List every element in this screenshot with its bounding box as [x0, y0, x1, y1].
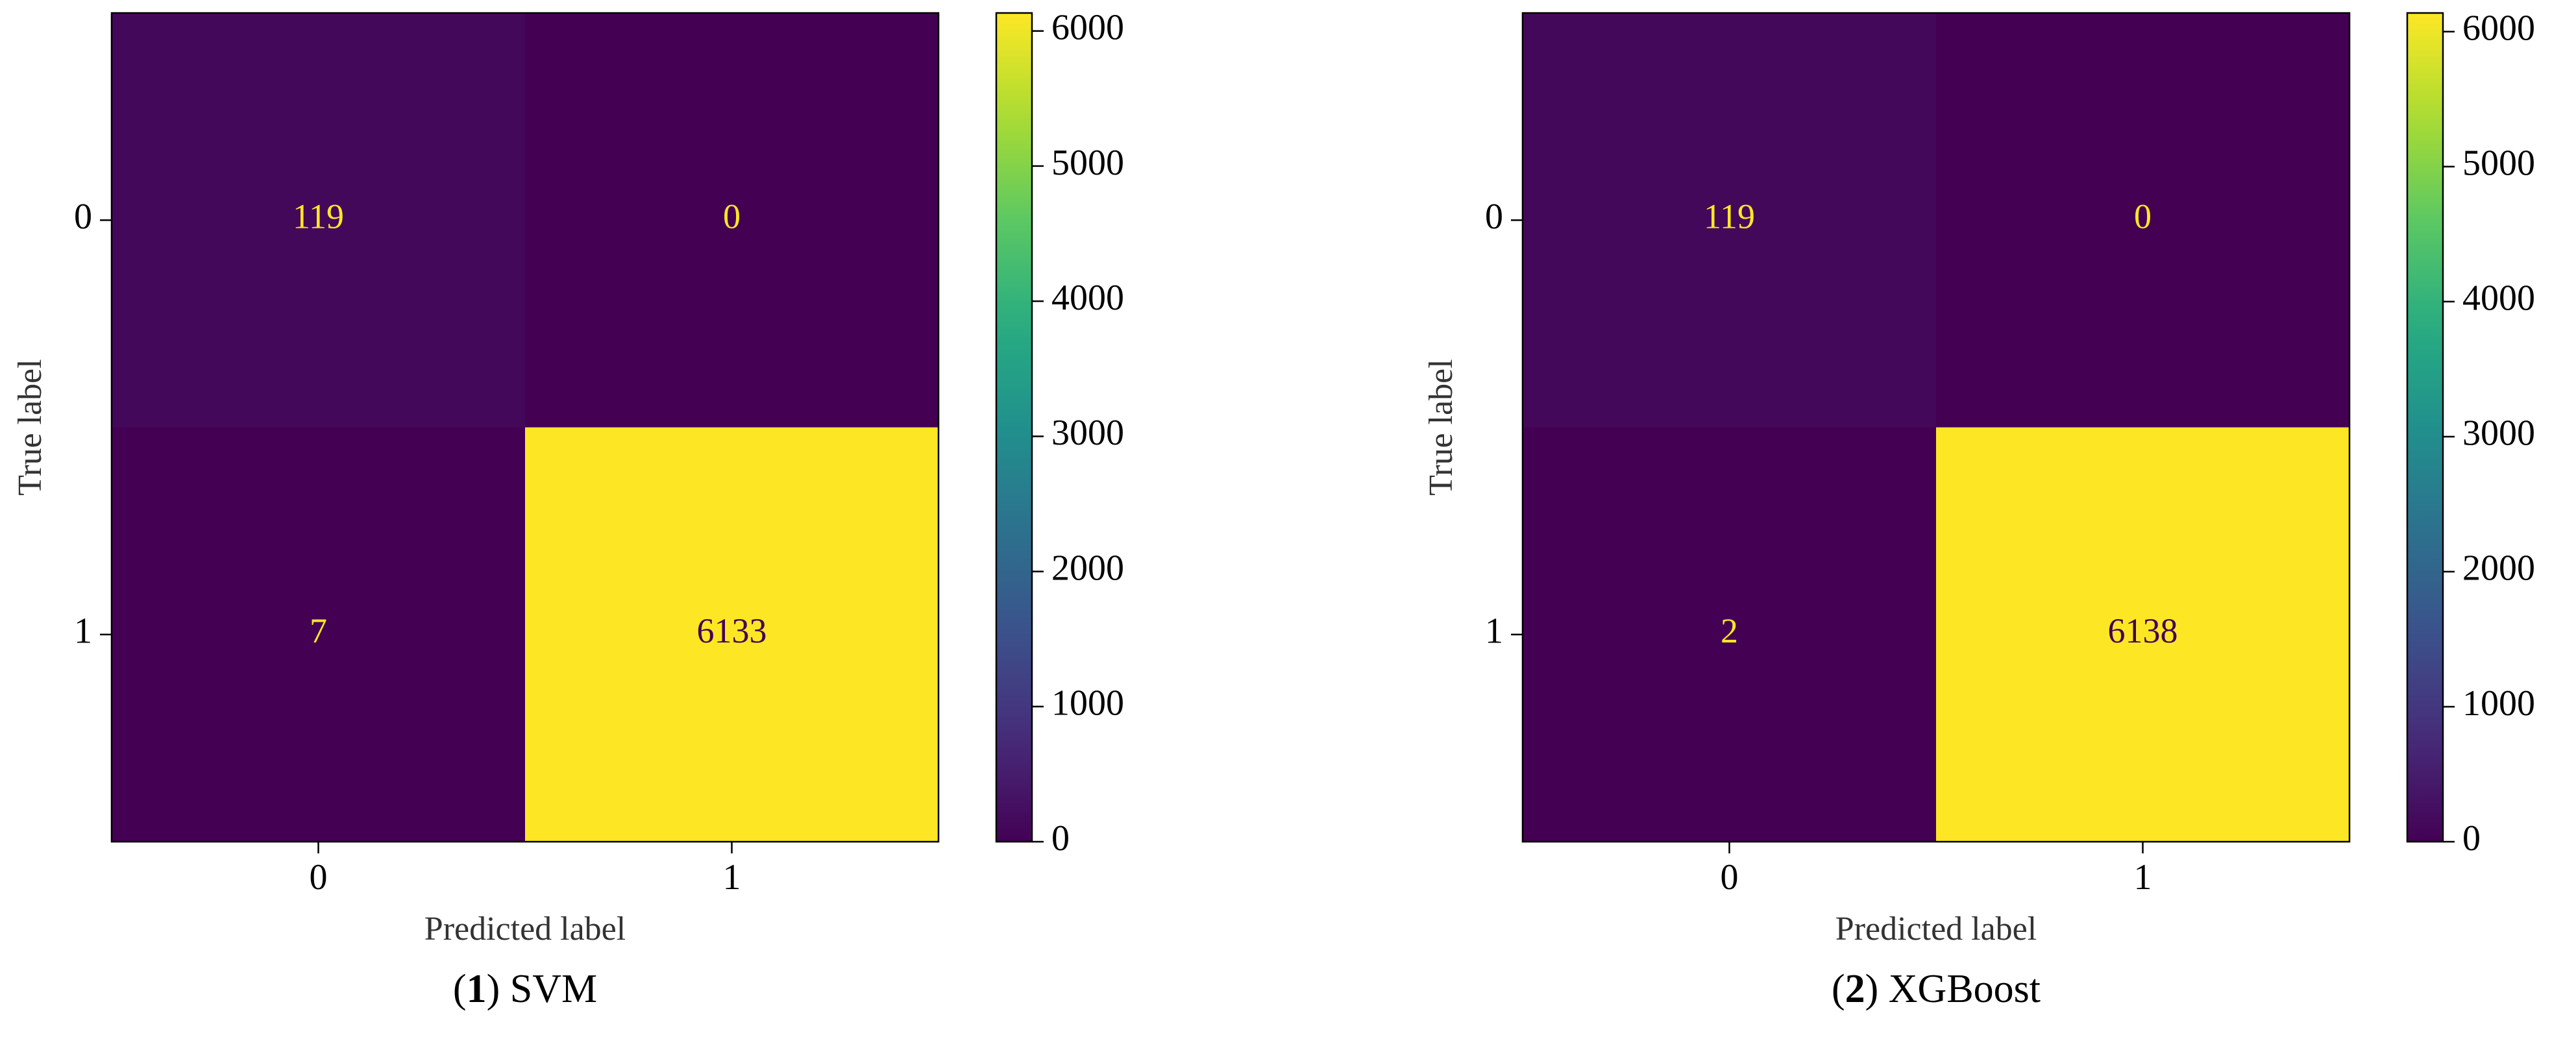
colorbar-tick-label: 5000 [2462, 143, 2535, 184]
colorbar-tick-label: 4000 [2462, 278, 2535, 319]
x-axis-label: Predicted label [424, 911, 626, 947]
x-tick-label: 1 [2134, 857, 2152, 898]
colorbar-tick-label: 0 [1051, 818, 1070, 859]
colorbar-tick-label: 1000 [2462, 683, 2535, 724]
plot-frame [1521, 12, 2351, 843]
cell-label: 119 [293, 197, 344, 236]
x-tick-label: 1 [723, 857, 741, 898]
colorbar-tick-label: 6000 [2462, 8, 2535, 49]
heatmap-cell [1936, 427, 2349, 842]
colorbar-tick-label: 3000 [1051, 413, 1124, 453]
caption-part: ( [453, 967, 467, 1011]
cell-label: 7 [310, 611, 327, 650]
cell-label: 119 [1704, 197, 1755, 236]
colorbar-tick-label: 5000 [1051, 143, 1124, 183]
colorbar-tick-label: 2000 [2462, 548, 2535, 589]
caption-part: ) XGBoost [1865, 967, 2041, 1011]
x-tick-label: 0 [310, 857, 328, 898]
colorbar-tick-label: 6000 [1051, 8, 1124, 48]
plot-frame [110, 12, 940, 843]
heatmap-cell [112, 13, 525, 428]
caption-part: ) SVM [487, 967, 598, 1011]
colorbar-tick-label: 3000 [2462, 413, 2535, 454]
y-axis-label: True label [12, 359, 49, 495]
cell-label: 0 [2134, 197, 2152, 236]
caption-part: ( [1832, 967, 1845, 1011]
caption-part: 2 [1845, 967, 1865, 1011]
heatmap-cell [525, 427, 938, 842]
x-tick-label: 0 [1721, 857, 1739, 898]
colorbar-tick-label: 4000 [1051, 278, 1124, 318]
heatmap-cell [1523, 427, 1936, 842]
colorbar-tick-label: 1000 [1051, 683, 1124, 724]
cell-label: 6133 [697, 611, 767, 650]
y-tick-label: 0 [1485, 197, 1503, 237]
y-tick-label: 1 [74, 611, 92, 652]
colorbar [995, 12, 1033, 843]
y-axis-label: True label [1423, 359, 1460, 495]
caption-part: 1 [467, 967, 487, 1011]
caption: (1) SVM [453, 967, 597, 1011]
y-tick-label: 1 [1485, 611, 1503, 652]
colorbar-tick-label: 0 [2462, 818, 2481, 859]
colorbar [2406, 12, 2444, 843]
cell-label: 6138 [2108, 611, 2178, 650]
cell-label: 2 [1721, 611, 1738, 650]
heatmap-cell [112, 427, 525, 842]
heatmap-cell [525, 13, 938, 428]
heatmap-cell [1936, 13, 2349, 428]
y-tick-label: 0 [74, 197, 92, 237]
x-axis-label: Predicted label [1835, 911, 2037, 947]
colorbar-tick-label: 2000 [1051, 548, 1124, 588]
caption: (2) XGBoost [1832, 967, 2041, 1011]
cell-label: 0 [723, 197, 741, 236]
heatmap-cell [1523, 13, 1936, 428]
